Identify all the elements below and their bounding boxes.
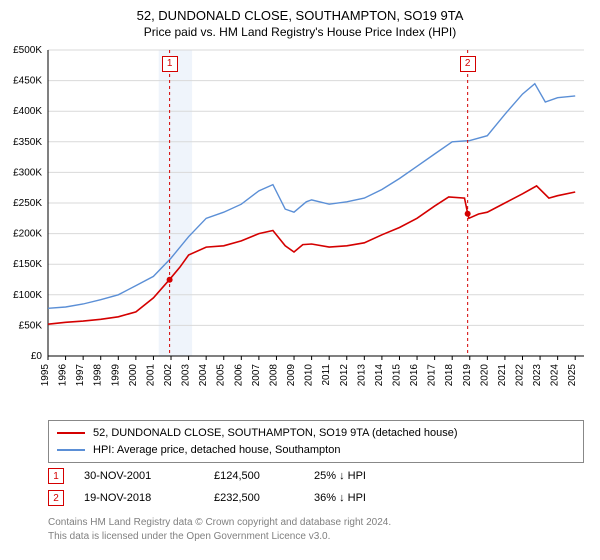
title-block: 52, DUNDONALD CLOSE, SOUTHAMPTON, SO19 9… <box>0 0 600 39</box>
x-tick-label: 1995 <box>40 364 51 387</box>
x-tick-label: 2008 <box>268 364 279 387</box>
legend-label: HPI: Average price, detached house, Sout… <box>93 442 340 459</box>
footer-attribution: Contains HM Land Registry data © Crown c… <box>48 516 584 544</box>
x-tick-label: 2000 <box>128 364 139 387</box>
x-tick-label: 2007 <box>251 364 262 387</box>
x-tick-label: 2003 <box>181 364 192 387</box>
legend-swatch <box>57 449 85 451</box>
x-tick-label: 1996 <box>58 364 69 387</box>
sale-marker-dot <box>167 277 173 283</box>
series-hpi <box>48 84 575 309</box>
y-tick-label: £250K <box>13 198 42 209</box>
sale-row: 2 19-NOV-2018£232,50036% ↓ HPI <box>48 490 584 506</box>
y-tick-label: £500K <box>13 45 42 56</box>
x-tick-label: 2011 <box>321 364 332 386</box>
x-tick-label: 2005 <box>216 364 227 387</box>
x-tick-label: 2024 <box>550 364 561 387</box>
sale-date: 19-NOV-2018 <box>84 492 214 504</box>
x-tick-label: 2022 <box>514 364 525 387</box>
sale-marker-dot <box>465 211 471 217</box>
x-tick-label: 2009 <box>286 364 297 387</box>
chart-area: £0£50K£100K£150K£200K£250K£300K£350K£400… <box>48 50 584 400</box>
sale-price: £124,500 <box>214 470 314 482</box>
legend-box: 52, DUNDONALD CLOSE, SOUTHAMPTON, SO19 9… <box>48 420 584 463</box>
y-tick-label: £150K <box>13 259 42 270</box>
x-tick-label: 2015 <box>391 364 402 387</box>
sale-row-badge: 2 <box>48 490 64 506</box>
legend-row: HPI: Average price, detached house, Sout… <box>57 442 575 459</box>
sale-marker-badge: 1 <box>162 56 178 72</box>
series-price_paid <box>48 186 575 324</box>
x-tick-label: 1998 <box>93 364 104 387</box>
title-subtitle: Price paid vs. HM Land Registry's House … <box>0 25 600 39</box>
x-tick-label: 2019 <box>462 364 473 387</box>
y-tick-label: £100K <box>13 290 42 301</box>
x-tick-label: 2020 <box>479 364 490 387</box>
x-tick-label: 2010 <box>304 364 315 387</box>
y-tick-label: £450K <box>13 76 42 87</box>
x-tick-label: 2018 <box>444 364 455 387</box>
y-tick-label: £200K <box>13 229 42 240</box>
x-tick-label: 2004 <box>198 364 209 387</box>
title-address: 52, DUNDONALD CLOSE, SOUTHAMPTON, SO19 9… <box>0 8 600 23</box>
x-tick-label: 2025 <box>567 364 578 387</box>
x-tick-label: 2001 <box>145 364 156 387</box>
x-tick-label: 2012 <box>339 364 350 387</box>
x-tick-label: 2023 <box>532 364 543 387</box>
x-tick-label: 2017 <box>427 364 438 387</box>
x-tick-label: 1999 <box>110 364 121 387</box>
y-tick-label: £350K <box>13 137 42 148</box>
sale-delta: 36% ↓ HPI <box>314 492 366 504</box>
y-tick-label: £400K <box>13 106 42 117</box>
x-tick-label: 2002 <box>163 364 174 387</box>
sale-row: 1 30-NOV-2001£124,50025% ↓ HPI <box>48 468 584 484</box>
x-tick-label: 2016 <box>409 364 420 387</box>
footer-line: This data is licensed under the Open Gov… <box>48 530 584 544</box>
sale-date: 30-NOV-2001 <box>84 470 214 482</box>
x-tick-label: 2013 <box>356 364 367 387</box>
legend-row: 52, DUNDONALD CLOSE, SOUTHAMPTON, SO19 9… <box>57 425 575 442</box>
sale-price: £232,500 <box>214 492 314 504</box>
footer-line: Contains HM Land Registry data © Crown c… <box>48 516 584 530</box>
chart-svg: £0£50K£100K£150K£200K£250K£300K£350K£400… <box>48 50 584 400</box>
sales-table: 1 30-NOV-2001£124,50025% ↓ HPI 2 19-NOV-201… <box>48 462 584 506</box>
x-tick-label: 1997 <box>75 364 86 387</box>
sale-delta: 25% ↓ HPI <box>314 470 366 482</box>
y-tick-label: £0 <box>31 351 43 362</box>
legend-swatch <box>57 432 85 434</box>
x-tick-label: 2006 <box>233 364 244 387</box>
y-tick-label: £50K <box>19 320 43 331</box>
chart-container: 52, DUNDONALD CLOSE, SOUTHAMPTON, SO19 9… <box>0 0 600 560</box>
sale-marker-badge: 2 <box>460 56 476 72</box>
x-tick-label: 2021 <box>497 364 508 387</box>
y-tick-label: £300K <box>13 167 42 178</box>
x-tick-label: 2014 <box>374 364 385 387</box>
legend-label: 52, DUNDONALD CLOSE, SOUTHAMPTON, SO19 9… <box>93 425 458 442</box>
sale-row-badge: 1 <box>48 468 64 484</box>
